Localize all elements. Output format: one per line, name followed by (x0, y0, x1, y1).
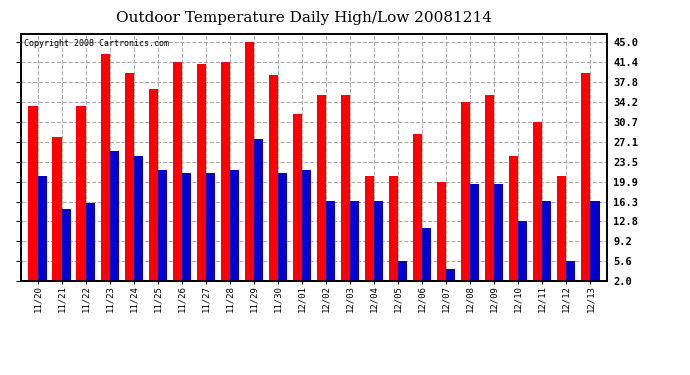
Text: Copyright 2008 Cartronics.com: Copyright 2008 Cartronics.com (23, 39, 168, 48)
Bar (230, 170, 239, 292)
Bar (509, 156, 518, 292)
Bar (269, 75, 278, 292)
Bar (533, 122, 542, 292)
Bar (148, 89, 158, 292)
Bar (181, 173, 191, 292)
Bar (245, 42, 254, 292)
Bar (542, 201, 551, 292)
Bar (52, 136, 61, 292)
Bar (293, 114, 302, 292)
Bar (389, 176, 398, 292)
Bar (437, 182, 446, 292)
Bar (413, 134, 422, 292)
Bar (326, 201, 335, 292)
Bar (37, 176, 47, 292)
Text: Outdoor Temperature Daily High/Low 20081214: Outdoor Temperature Daily High/Low 20081… (116, 11, 491, 25)
Bar (221, 62, 230, 292)
Bar (365, 176, 374, 292)
Bar (591, 201, 600, 292)
Bar (422, 228, 431, 292)
Bar (206, 173, 215, 292)
Bar (341, 95, 350, 292)
Bar (317, 95, 326, 292)
Bar (197, 64, 206, 292)
Bar (374, 201, 383, 292)
Bar (461, 102, 470, 292)
Bar (254, 140, 263, 292)
Bar (518, 221, 527, 292)
Bar (61, 209, 70, 292)
Bar (581, 73, 591, 292)
Bar (446, 269, 455, 292)
Bar (158, 170, 167, 292)
Bar (172, 62, 181, 292)
Bar (134, 156, 143, 292)
Bar (485, 95, 494, 292)
Bar (470, 184, 480, 292)
Bar (28, 106, 37, 292)
Bar (101, 54, 110, 292)
Bar (558, 176, 566, 292)
Bar (77, 106, 86, 292)
Bar (302, 170, 311, 292)
Bar (110, 150, 119, 292)
Bar (566, 261, 575, 292)
Bar (398, 261, 407, 292)
Bar (86, 203, 95, 292)
Bar (278, 173, 287, 292)
Bar (494, 184, 504, 292)
Bar (350, 201, 359, 292)
Bar (124, 73, 134, 292)
